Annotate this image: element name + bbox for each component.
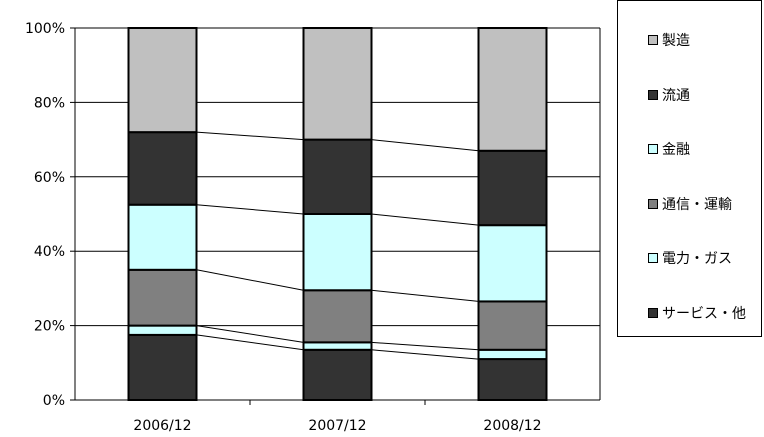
legend-item: 電力・ガス: [648, 248, 732, 268]
bar-segment: [127, 268, 198, 327]
bar-segment: [127, 324, 198, 336]
bar-segment: [302, 348, 373, 401]
legend-swatch: [648, 89, 658, 100]
legend-item: 流通: [648, 85, 690, 105]
y-tick-label: 100%: [25, 21, 65, 37]
bar-segment: [477, 358, 548, 401]
bar-segment: [477, 348, 548, 361]
series-line: [371, 213, 479, 226]
legend-item: 金融: [648, 139, 690, 159]
legend-item: 通信・運輸: [648, 194, 732, 214]
legend-label: 通信・運輸: [662, 196, 732, 213]
series-line: [371, 289, 479, 302]
y-tick-label: 60%: [34, 170, 65, 186]
bar-segment: [477, 224, 548, 303]
bar-segment: [477, 300, 548, 351]
y-tick-label: 0%: [43, 393, 65, 409]
series-line: [196, 325, 304, 343]
bar-segment: [127, 27, 198, 134]
legend-item: 製造: [648, 30, 690, 50]
series-line: [196, 204, 304, 215]
bar-segment: [127, 131, 198, 206]
y-tick-label: 80%: [34, 95, 65, 111]
legend-label: 金融: [662, 142, 690, 158]
legend-label: 電力・ガス: [662, 251, 732, 267]
bar-segment: [127, 203, 198, 271]
bar-segment: [302, 213, 373, 292]
bar-segment: [302, 341, 373, 351]
bar-segment: [477, 27, 548, 152]
legend-label: 製造: [662, 33, 690, 49]
legend-swatch: [648, 307, 658, 318]
legend-label: サービス・他: [662, 305, 746, 322]
y-tick-label: 40%: [34, 244, 65, 260]
legend-swatch: [648, 198, 658, 209]
x-tick-label: 2007/12: [308, 418, 366, 434]
legend-swatch: [648, 253, 658, 263]
series-line: [196, 269, 304, 291]
x-tick-label: 2008/12: [483, 418, 541, 434]
legend-swatch: [648, 144, 658, 154]
series-line: [371, 349, 479, 360]
bar-segment: [477, 149, 548, 227]
legend: 製造流通金融通信・運輸電力・ガスサービス・他: [617, 0, 762, 337]
legend-swatch: [648, 35, 658, 45]
series-line: [371, 341, 479, 351]
bar-segment: [127, 333, 198, 401]
series-line: [196, 334, 304, 351]
legend-item: サービス・他: [648, 303, 746, 323]
bar-segment: [302, 138, 373, 216]
y-tick-label: 20%: [34, 319, 65, 335]
series-line: [196, 131, 304, 141]
series-line: [371, 139, 479, 152]
bar-segment: [302, 289, 373, 344]
legend-label: 流通: [662, 87, 690, 104]
x-tick-label: 2006/12: [133, 418, 191, 434]
bar-segment: [302, 27, 373, 141]
